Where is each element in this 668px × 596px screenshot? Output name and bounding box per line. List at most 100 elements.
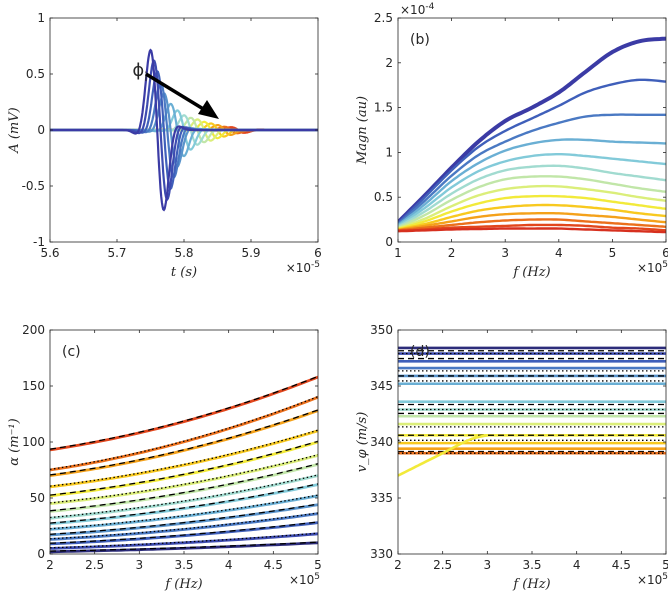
x-tick-label: 4 — [573, 558, 581, 572]
velocity-outlier-line — [398, 434, 488, 477]
y-tick-label: 200 — [22, 323, 45, 337]
attenuation-fit-line — [50, 454, 318, 504]
x-tick-label: 3 — [136, 558, 144, 572]
x-tick-label: 4.5 — [612, 558, 631, 572]
spectrum-line — [398, 164, 666, 228]
y-exponent-power: -4 — [425, 2, 434, 12]
panel-b: 1 2 3 4 5 600.511.522.5f (Hz)Magn (au)×105×10… — [355, 2, 668, 280]
x-tick-label: 4 — [555, 246, 563, 260]
x-axis-label: t (s) — [171, 265, 197, 280]
x-tick-label: 3.5 — [174, 558, 193, 572]
x-tick-label: 2 — [394, 558, 402, 572]
x-tick-label: 5.7 — [107, 246, 126, 260]
y-tick-label: 50 — [30, 491, 45, 505]
y-tick-label: 0.5 — [374, 190, 393, 204]
x-exponent-base: ×10 — [289, 573, 314, 587]
y-tick-label: -0.5 — [22, 179, 45, 193]
annotation-arrow-shaft — [145, 72, 206, 112]
y-tick-label: 335 — [370, 491, 393, 505]
y-tick-label: 330 — [370, 547, 393, 561]
y-tick-label: 100 — [22, 435, 45, 449]
x-tick-label: 2.5 — [433, 558, 452, 572]
attenuation-line — [50, 512, 318, 541]
x-axis-label: f (Hz) — [512, 577, 550, 592]
y-tick-label: 345 — [370, 379, 393, 393]
attenuation-fit-line — [50, 541, 318, 552]
annotation-arrow-head — [198, 100, 219, 119]
y-tick-label: 0 — [37, 547, 45, 561]
x-exponent-base: ×10 — [286, 261, 311, 275]
attenuation-line — [50, 532, 318, 550]
x-tick-label: 5.9 — [241, 246, 260, 260]
x-tick-label: 6 — [314, 246, 322, 260]
y-exponent-base: ×10 — [400, 3, 425, 17]
x-tick-label: 3 — [501, 246, 509, 260]
spectrum-line — [398, 194, 666, 231]
attenuation-line — [50, 429, 318, 489]
panel-label: (b) — [410, 32, 430, 48]
attenuation-fit-line — [50, 494, 318, 530]
x-tick-label: 2 — [46, 558, 54, 572]
x-axis-label: f (Hz) — [512, 265, 550, 280]
y-tick-label: 2 — [385, 56, 393, 70]
y-tick-label: 0.5 — [26, 67, 45, 81]
attenuation-fit-line — [50, 532, 318, 549]
panel-d: 2 2.5 3 3.5 4 4.5 5 330 335 340 345 350 f (Hz) v_φ (m… — [355, 323, 668, 592]
spectrum-line — [398, 138, 666, 226]
y-axis-label: A (mV) — [7, 107, 22, 153]
x-exponent-power: 5 — [314, 572, 320, 582]
x-exponent-base: ×10 — [637, 261, 662, 275]
spectrum-line — [398, 218, 666, 232]
plot-lines — [398, 346, 666, 477]
x-exponent-power: 5 — [662, 572, 668, 582]
attenuation-fit-line — [50, 463, 318, 512]
spectrum-line — [398, 184, 666, 230]
attenuation-line — [50, 454, 318, 505]
x-tick-label: 3 — [484, 558, 492, 572]
x-tick-label: 4 — [225, 558, 233, 572]
attenuation-fit-line — [50, 483, 318, 524]
annotation-phi: ϕi — [132, 60, 147, 84]
spectrum-line — [398, 78, 666, 225]
x-tick-label: 5 — [314, 558, 322, 572]
y-tick-label: 0 — [385, 235, 393, 249]
panel-a: 5.6 5.7 5.8 5.9 6 -1 -0.5 0 0.5 1 t (s) A (mV) ×10-5… — [7, 11, 322, 280]
spectrum-line — [398, 113, 666, 226]
attenuation-fit-line — [50, 395, 318, 470]
spectrum-line — [398, 223, 666, 232]
attenuation-line — [50, 521, 318, 546]
x-tick-label: 4.5 — [264, 558, 283, 572]
axes-frame — [397, 17, 667, 243]
x-tick-label: 3.5 — [522, 558, 541, 572]
spectrum-line — [398, 212, 666, 232]
annotation-phi-sub: i — [144, 70, 147, 84]
y-tick-label: 2.5 — [374, 11, 393, 25]
spectrum-line — [398, 227, 666, 234]
x-exponent-power: 5 — [662, 260, 668, 270]
attenuation-fit-line — [50, 375, 318, 450]
y-tick-label: 0 — [37, 123, 45, 137]
x-exponent: ×105 — [637, 572, 668, 587]
plot-lines — [398, 36, 666, 234]
x-tick-label: 5.6 — [40, 246, 59, 260]
spectrum-line — [398, 175, 666, 229]
panel-label: (c) — [62, 344, 81, 360]
spectrum-line — [398, 36, 666, 224]
x-exponent-base: ×10 — [637, 573, 662, 587]
y-tick-label: 150 — [22, 379, 45, 393]
x-exponent: ×105 — [637, 260, 668, 275]
attenuation-line — [50, 395, 318, 472]
y-axis-label: v_φ (m/s) — [355, 412, 370, 473]
panel-label: (d) — [410, 344, 430, 360]
spectrum-line — [398, 153, 666, 227]
plot-lines — [50, 48, 318, 212]
x-exponent: ×10-5 — [286, 260, 320, 275]
spectrum-line — [398, 203, 666, 231]
x-tick-label: 1 — [394, 246, 402, 260]
attenuation-fit-line — [50, 429, 318, 487]
plot-lines — [50, 375, 318, 554]
annotation-phi-symbol: ϕ — [132, 60, 144, 81]
x-exponent-power: -5 — [311, 260, 320, 270]
x-tick-label: 5 — [609, 246, 617, 260]
